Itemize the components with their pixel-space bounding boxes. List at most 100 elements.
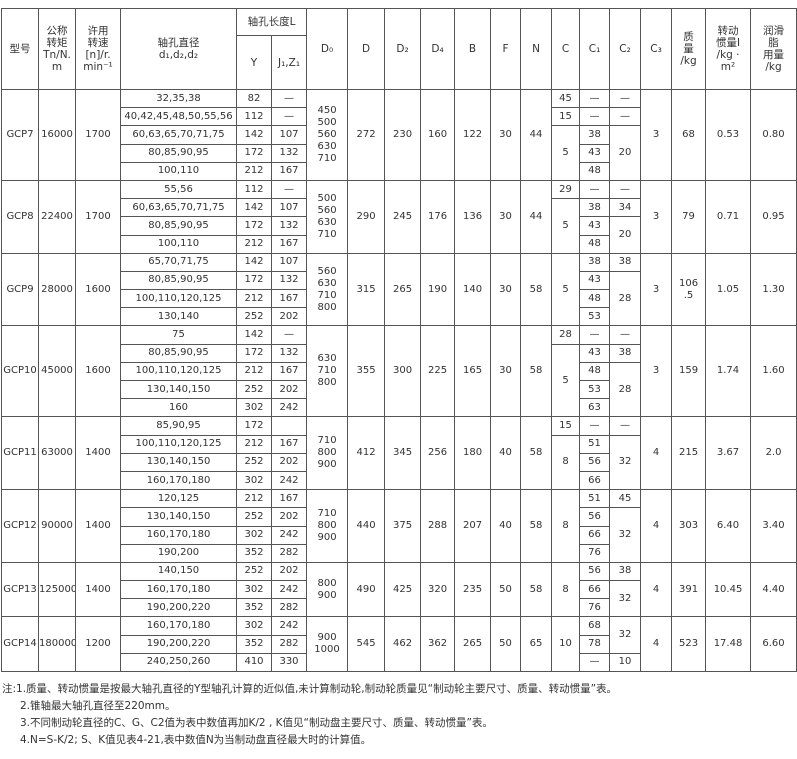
length-y-cell: 212 bbox=[236, 161, 272, 181]
length-j-cell: 282 bbox=[270, 543, 308, 563]
bore-cell: 160,170,180 bbox=[120, 525, 237, 545]
header-c2: C₂ bbox=[609, 8, 642, 90]
c2-cell: 32 bbox=[609, 580, 642, 618]
c1-cell: 48 bbox=[579, 289, 611, 309]
n-cell: 65 bbox=[520, 616, 553, 672]
d4-cell: 288 bbox=[420, 489, 456, 563]
model-cell: GCP11 bbox=[1, 416, 39, 491]
c1-cell: 63 bbox=[579, 398, 611, 418]
header-d4: D₄ bbox=[420, 8, 456, 90]
table-row: GCP14 180000 1200 160,170,180 302 242 900 1000… bbox=[1, 616, 797, 672]
inertia-cell: 17.48 bbox=[705, 616, 752, 672]
header-b: B bbox=[454, 8, 492, 90]
mass-cell: 523 bbox=[671, 616, 707, 672]
length-j-cell: 282 bbox=[270, 634, 308, 654]
length-j-cell: — bbox=[270, 88, 308, 109]
torque-cell: 63000 bbox=[38, 416, 76, 491]
d0-cell: 800 900 bbox=[306, 561, 349, 618]
mass-cell: 79 bbox=[671, 179, 707, 254]
d0-cell: 710 800 900 bbox=[306, 489, 349, 563]
d0-cell: 560 630 710 800 bbox=[306, 252, 349, 327]
header-mass: 质 量 /kg bbox=[671, 8, 707, 90]
length-j-cell: — bbox=[270, 179, 308, 200]
d-cell: 272 bbox=[347, 89, 386, 181]
n-cell: 58 bbox=[520, 561, 553, 618]
header-n: N bbox=[520, 8, 553, 90]
speed-cell: 1200 bbox=[75, 616, 121, 672]
d2-cell: 245 bbox=[384, 179, 422, 254]
length-j-cell: 107 bbox=[270, 252, 308, 272]
grease-cell: 4.40 bbox=[750, 561, 797, 618]
c2-cell: 20 bbox=[609, 125, 642, 181]
c-cell: 8 bbox=[551, 489, 581, 563]
bore-cell: 60,63,65,70,71,75 bbox=[120, 198, 237, 218]
bore-cell: 55,56 bbox=[120, 179, 237, 200]
length-j-cell: 167 bbox=[270, 489, 308, 509]
c2-cell: 20 bbox=[609, 216, 642, 254]
header-inertia: 转动 惯量I /kg · m² bbox=[705, 8, 752, 90]
f-cell: 30 bbox=[490, 325, 522, 418]
c1-cell: 53 bbox=[579, 307, 611, 327]
length-j-cell: 202 bbox=[270, 307, 308, 327]
bore-cell: 100,110 bbox=[120, 234, 237, 254]
c1-cell: 48 bbox=[579, 161, 611, 181]
d4-cell: 176 bbox=[420, 179, 456, 254]
speed-cell: 1700 bbox=[75, 179, 121, 254]
c1-cell: 48 bbox=[579, 234, 611, 254]
d-cell: 490 bbox=[347, 561, 386, 618]
c3-cell: 4 bbox=[640, 561, 673, 618]
f-cell: 30 bbox=[490, 179, 522, 254]
bore-cell: 32,35,38 bbox=[120, 88, 237, 109]
c3-cell: 4 bbox=[640, 616, 673, 672]
bore-cell: 40,42,45,48,50,55,56 bbox=[120, 107, 237, 127]
c1-cell: 76 bbox=[579, 543, 611, 563]
length-j-cell: 132 bbox=[270, 343, 308, 363]
d2-cell: 230 bbox=[384, 89, 422, 181]
length-y-cell: 172 bbox=[236, 216, 272, 236]
bore-cell: 160,170,180 bbox=[120, 470, 237, 491]
d0-cell: 500 560 630 710 bbox=[306, 179, 349, 254]
model-cell: GCP13 bbox=[1, 561, 39, 618]
c-cell: 5 bbox=[551, 252, 581, 327]
length-y-cell: 352 bbox=[236, 598, 272, 618]
d4-cell: 256 bbox=[420, 416, 456, 491]
c-cell: 5 bbox=[551, 125, 581, 181]
length-y-cell: 252 bbox=[236, 307, 272, 327]
bore-cell: 100,110,120,125 bbox=[120, 361, 237, 382]
length-y-cell: 352 bbox=[236, 543, 272, 563]
d4-cell: 225 bbox=[420, 325, 456, 418]
bore-cell: 75 bbox=[120, 325, 237, 345]
bore-cell: 60,63,65,70,71,75 bbox=[120, 125, 237, 145]
table-row: 100,110,120,125 212 167 48 bbox=[2, 289, 797, 309]
length-j-cell: — bbox=[270, 325, 308, 345]
n-cell: 58 bbox=[520, 252, 553, 327]
c3-cell: 4 bbox=[640, 489, 673, 563]
f-cell: 30 bbox=[490, 89, 522, 181]
d-cell: 355 bbox=[347, 325, 386, 418]
torque-cell: 16000 bbox=[38, 89, 76, 181]
c2-cell: 38 bbox=[609, 561, 642, 582]
inertia-cell: 0.71 bbox=[705, 179, 752, 254]
length-j-cell: 167 bbox=[270, 234, 308, 254]
grease-cell: 1.30 bbox=[750, 252, 797, 327]
grease-cell: 0.95 bbox=[750, 179, 797, 254]
length-y-cell: 82 bbox=[236, 88, 272, 109]
header-c3: C₃ bbox=[640, 8, 673, 90]
c1-cell: 43 bbox=[579, 343, 611, 363]
header-grease: 润滑 脂 用量 /kg bbox=[750, 8, 797, 90]
c2-cell: — bbox=[609, 107, 642, 127]
c1-cell: 56 bbox=[579, 561, 611, 582]
table-row: GCP9 28000 1600 65,70,71,75 142 107 560 630 71… bbox=[1, 252, 797, 327]
table-row: GCP13 125000 1400 140,150 252 202 800 900 490 42… bbox=[1, 561, 797, 618]
length-y-cell: 302 bbox=[236, 616, 272, 636]
model-cell: GCP10 bbox=[1, 325, 39, 418]
c3-cell: 3 bbox=[640, 179, 673, 254]
torque-cell: 90000 bbox=[38, 489, 76, 563]
table-row: 160,170,180 302 242 66 bbox=[2, 470, 797, 491]
c2-cell: 34 bbox=[609, 198, 642, 218]
b-cell: 140 bbox=[454, 252, 492, 327]
c-cell: 8 bbox=[551, 434, 581, 491]
inertia-cell: 1.05 bbox=[705, 252, 752, 327]
n-cell: 44 bbox=[520, 89, 553, 181]
d-cell: 440 bbox=[347, 489, 386, 563]
